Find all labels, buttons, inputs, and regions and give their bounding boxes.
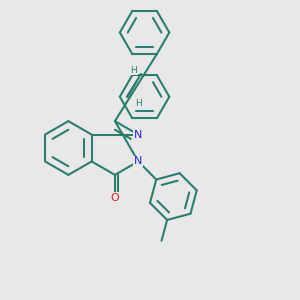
Text: H: H	[130, 66, 137, 75]
Text: N: N	[134, 130, 142, 140]
Text: H: H	[135, 99, 142, 108]
Text: N: N	[134, 156, 142, 167]
Text: O: O	[111, 193, 119, 203]
